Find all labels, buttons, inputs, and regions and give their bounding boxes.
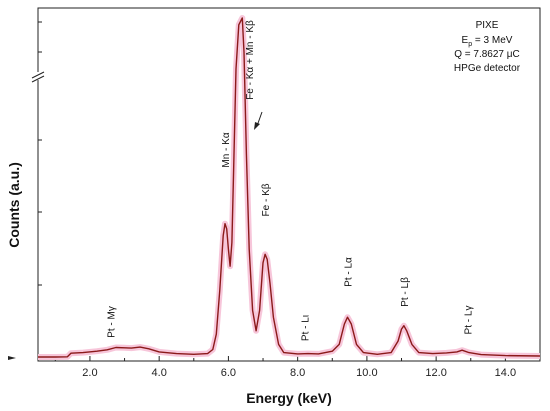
x-tick-label: 8.0 <box>290 367 305 379</box>
info-line-energy: Ep = 3 MeV <box>462 35 513 48</box>
peak-label: Fe - Kβ <box>261 183 272 216</box>
x-tick-label: 6.0 <box>221 367 236 379</box>
info-box: PIXE Ep = 3 MeV Q = 7.8627 μC HPGe detec… <box>454 20 521 74</box>
x-tick-label: 2.0 <box>82 367 97 379</box>
peak-label: Pt - Lι <box>301 315 312 341</box>
x-axis-label: Energy (keV) <box>246 390 332 406</box>
y-zero-marker <box>8 356 16 360</box>
y-axis-break <box>31 71 45 83</box>
peak-labels: Pt - Mγ Mn - Kα Fe - Kα + Mn - Kβ Fe - Kβ Pt… <box>107 20 475 341</box>
x-axis-ticks: 2.0 4.0 6.0 8.0 10.0 12.0 14.0 <box>54 356 541 379</box>
info-line-charge: Q = 7.8627 μC <box>454 49 520 60</box>
x-tick-label: 4.0 <box>152 367 167 379</box>
y-axis-label: Counts (a.u.) <box>6 162 22 248</box>
peak-label: Pt - Lγ <box>463 306 474 335</box>
x-tick-label: 14.0 <box>495 367 516 379</box>
x-tick-label: 10.0 <box>356 367 377 379</box>
peak-label: Mn - Kα <box>221 132 232 167</box>
peak-label: Pt - Lβ <box>400 277 411 307</box>
x-tick-label: 12.0 <box>425 367 446 379</box>
info-line-technique: PIXE <box>476 20 499 31</box>
peak-label: Pt - Mγ <box>107 306 118 338</box>
plot-frame <box>37 7 541 362</box>
spectrum-line <box>38 17 541 358</box>
peak-arrow <box>254 111 263 130</box>
spectrum-series <box>38 15 541 360</box>
peak-label: Pt - Lα <box>344 257 355 287</box>
y-axis-ticks <box>38 21 42 286</box>
peak-label: Fe - Kα + Mn - Kβ <box>245 20 256 100</box>
info-line-detector: HPGe detector <box>454 63 521 74</box>
